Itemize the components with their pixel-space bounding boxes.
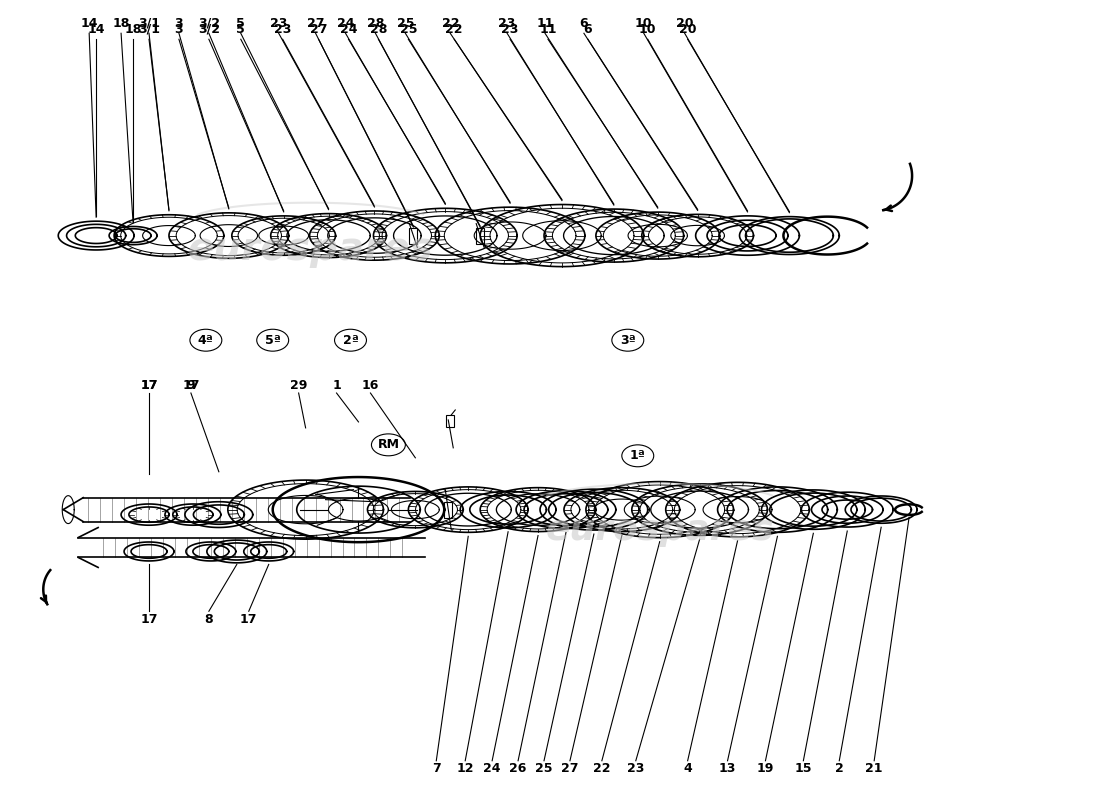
Text: 25: 25 — [397, 17, 414, 30]
Text: 24: 24 — [483, 762, 500, 775]
Text: 1ª: 1ª — [630, 450, 646, 462]
Text: 17: 17 — [141, 378, 157, 391]
Bar — [409, 228, 417, 243]
Text: 20: 20 — [679, 22, 696, 36]
Text: 4: 4 — [683, 762, 692, 775]
Text: 17: 17 — [240, 613, 257, 626]
Text: 10: 10 — [639, 22, 657, 36]
Text: 24: 24 — [337, 17, 354, 30]
Text: 17: 17 — [141, 378, 157, 391]
Text: 21: 21 — [866, 762, 883, 775]
Text: 22: 22 — [593, 762, 611, 775]
Text: 12: 12 — [456, 762, 474, 775]
Text: 23: 23 — [498, 17, 516, 30]
Text: 4ª: 4ª — [198, 334, 213, 346]
Text: 5ª: 5ª — [265, 334, 280, 346]
Text: 2ª: 2ª — [342, 334, 359, 346]
Text: 18: 18 — [124, 22, 142, 36]
Text: 25: 25 — [399, 22, 417, 36]
Text: 22: 22 — [446, 22, 463, 36]
Text: 14: 14 — [80, 17, 98, 30]
Text: 3: 3 — [175, 17, 184, 30]
Text: 18: 18 — [112, 17, 130, 30]
Text: eurospares: eurospares — [546, 513, 774, 546]
Text: 3/2: 3/2 — [198, 22, 220, 36]
Text: 3: 3 — [175, 22, 184, 36]
Text: 17: 17 — [183, 378, 200, 391]
Text: 11: 11 — [537, 17, 553, 30]
Text: RM: RM — [377, 438, 399, 451]
Text: 3ª: 3ª — [620, 334, 636, 346]
Text: 2: 2 — [835, 762, 844, 775]
Text: 9: 9 — [187, 378, 195, 391]
Text: 1: 1 — [332, 378, 341, 391]
Text: 22: 22 — [441, 17, 459, 30]
Text: 25: 25 — [536, 762, 553, 775]
Text: 3/1: 3/1 — [138, 22, 160, 36]
Text: 17: 17 — [141, 613, 157, 626]
Text: 3/2: 3/2 — [198, 17, 220, 30]
Text: 8: 8 — [205, 613, 213, 626]
Text: 13: 13 — [719, 762, 736, 775]
Text: 7: 7 — [432, 762, 441, 775]
Text: 28: 28 — [370, 22, 387, 36]
Text: 5: 5 — [236, 22, 245, 36]
Bar — [444, 502, 452, 518]
Text: 15: 15 — [794, 762, 812, 775]
Text: 14: 14 — [87, 22, 104, 36]
Text: 28: 28 — [366, 17, 384, 30]
Text: eurospares: eurospares — [188, 230, 433, 267]
Text: 27: 27 — [307, 17, 324, 30]
Text: 10: 10 — [635, 17, 652, 30]
Text: 11: 11 — [539, 22, 557, 36]
Text: 23: 23 — [274, 22, 292, 36]
Text: 19: 19 — [757, 762, 774, 775]
Text: 6: 6 — [580, 17, 588, 30]
Text: 27: 27 — [561, 762, 579, 775]
Text: 16: 16 — [362, 378, 380, 391]
Text: 29: 29 — [290, 378, 307, 391]
Bar — [447, 415, 454, 427]
Text: 23: 23 — [627, 762, 645, 775]
Text: 23: 23 — [502, 22, 519, 36]
Text: 20: 20 — [675, 17, 693, 30]
Text: 5: 5 — [236, 17, 245, 30]
Text: 23: 23 — [270, 17, 287, 30]
Text: 27: 27 — [310, 22, 328, 36]
Text: 26: 26 — [509, 762, 527, 775]
Text: 24: 24 — [340, 22, 358, 36]
Text: 6: 6 — [584, 22, 592, 36]
Bar — [476, 228, 484, 243]
Text: 3/1: 3/1 — [138, 17, 160, 30]
